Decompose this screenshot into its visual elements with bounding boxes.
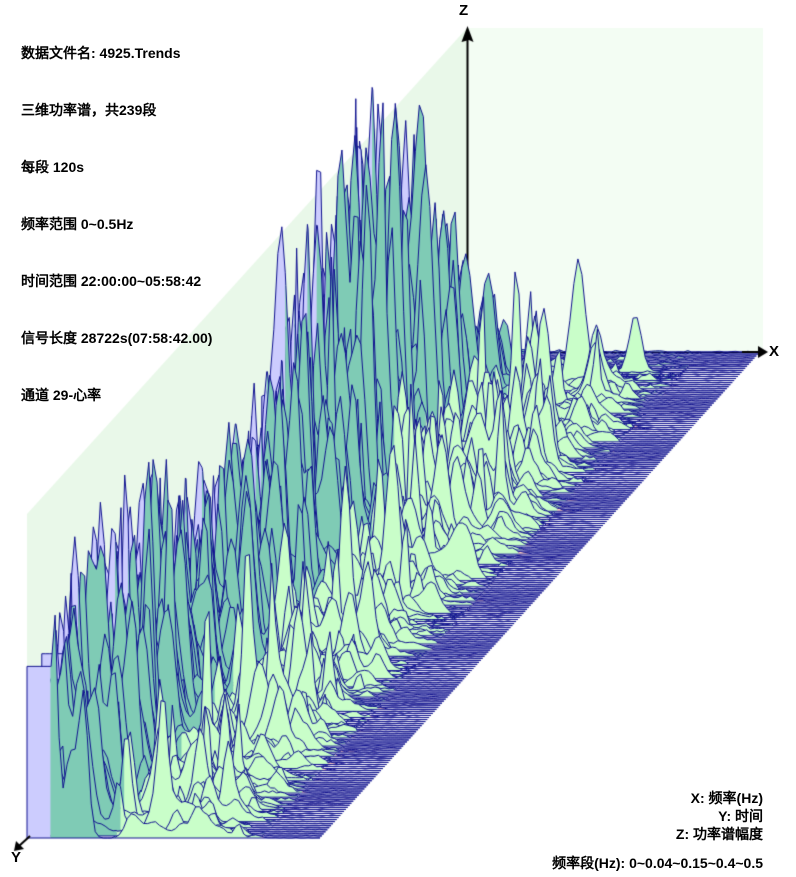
axis-legend: X: 频率(Hz) Y: 时间 Z: 功率谱幅度 <box>676 789 763 843</box>
z-axis-label: Z <box>459 2 469 19</box>
file-info-block: 数据文件名: 4925.Trends 三维功率谱，共239段 每段 120s 频… <box>21 6 212 443</box>
frequency-band-line: 频率段(Hz): 0~0.04~0.15~0.4~0.5 <box>552 855 763 871</box>
file-info-line: 每段 120s <box>21 159 85 175</box>
axis-legend-line-z: Z: 功率谱幅度 <box>675 826 763 842</box>
file-info-line: 通道 29-心率 <box>21 387 102 403</box>
file-info-line: 数据文件名: 4925.Trends <box>21 45 181 61</box>
y-axis-label: Y <box>11 849 22 866</box>
x-axis-label: X <box>769 343 780 360</box>
file-info-line: 时间范围 22:00:00~05:58:42 <box>21 273 202 289</box>
axis-legend-line-x: X: 频率(Hz) <box>690 790 763 806</box>
file-info-line: 信号长度 28722s(07:58:42.00) <box>21 330 213 346</box>
file-info-line: 三维功率谱，共239段 <box>21 102 157 118</box>
file-info-line: 频率范围 0~0.5Hz <box>21 216 134 232</box>
axis-legend-line-y: Y: 时间 <box>718 808 763 824</box>
